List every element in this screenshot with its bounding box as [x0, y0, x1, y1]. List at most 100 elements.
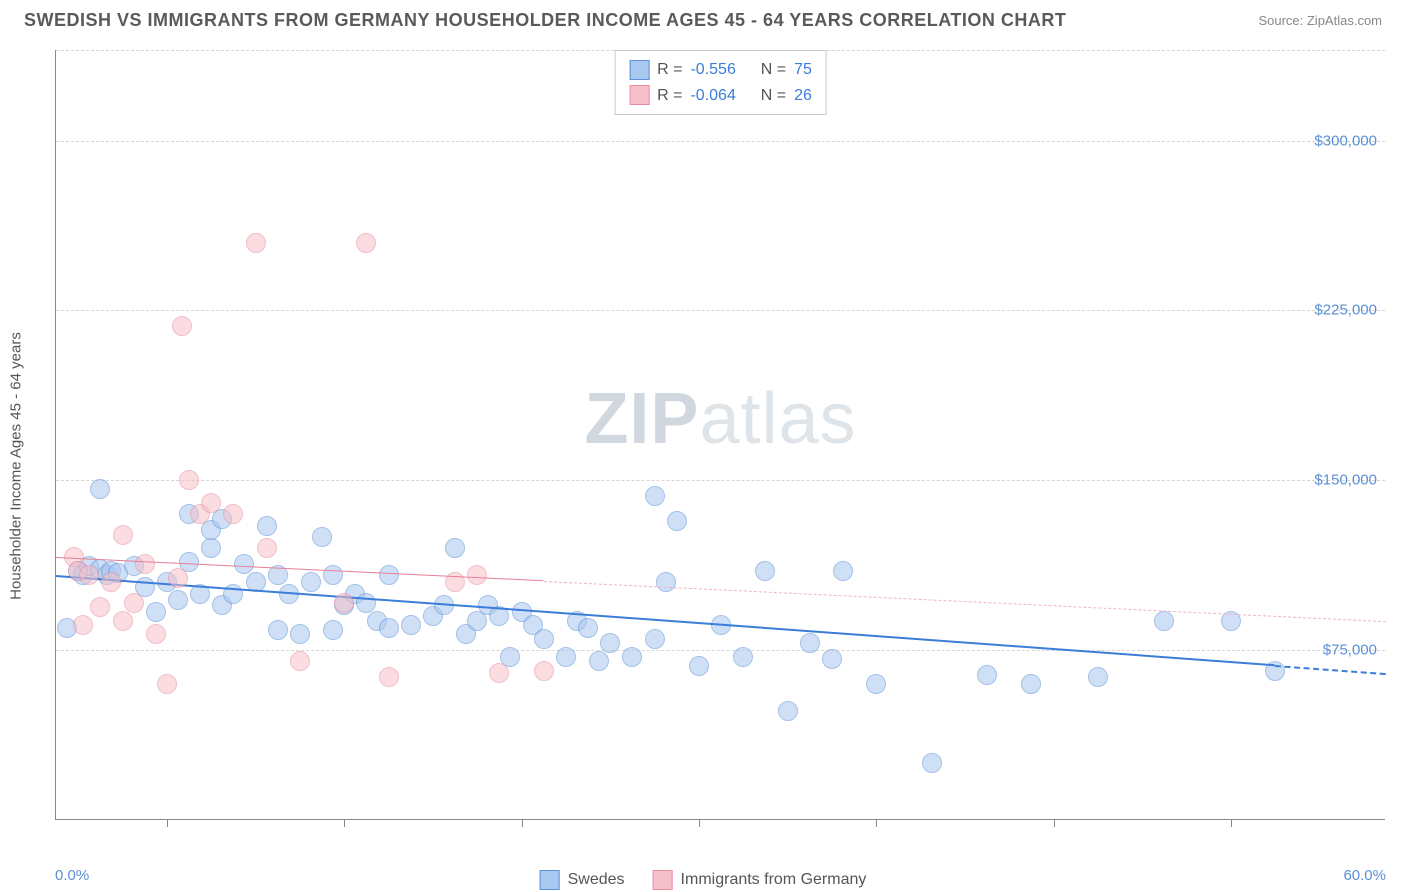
- data-point: [800, 633, 820, 653]
- data-point: [101, 572, 121, 592]
- legend-swatch: [629, 85, 649, 105]
- data-point: [79, 565, 99, 585]
- x-tick: [167, 819, 168, 827]
- data-point: [645, 486, 665, 506]
- x-tick: [522, 819, 523, 827]
- legend-r-label: R =: [657, 83, 682, 109]
- data-point: [201, 538, 221, 558]
- legend-n-label: N =: [761, 57, 786, 83]
- data-point: [401, 615, 421, 635]
- data-point: [146, 602, 166, 622]
- y-tick-label: $75,000: [1323, 642, 1377, 659]
- data-point: [201, 493, 221, 513]
- data-point: [146, 624, 166, 644]
- data-point: [113, 525, 133, 545]
- data-point: [290, 651, 310, 671]
- data-point: [534, 661, 554, 681]
- data-point: [124, 593, 144, 613]
- data-point: [179, 470, 199, 490]
- data-point: [135, 554, 155, 574]
- plot-area: ZIPatlas R = -0.556 N = 75R = -0.064 N =…: [55, 50, 1385, 820]
- y-axis-label: Householder Income Ages 45 - 64 years: [8, 332, 25, 600]
- data-point: [922, 753, 942, 773]
- gridline: [56, 480, 1385, 481]
- data-point: [667, 511, 687, 531]
- legend-r-label: R =: [657, 57, 682, 83]
- data-point: [833, 561, 853, 581]
- data-point: [257, 538, 277, 558]
- data-point: [323, 620, 343, 640]
- data-point: [113, 611, 133, 631]
- data-point: [556, 647, 576, 667]
- legend-n-value: 75: [794, 57, 812, 83]
- legend-item: Swedes: [540, 870, 625, 890]
- data-point: [733, 647, 753, 667]
- legend-swatch: [653, 870, 673, 890]
- data-point: [172, 316, 192, 336]
- data-point: [489, 663, 509, 683]
- chart-container: Householder Income Ages 45 - 64 years ZI…: [0, 40, 1406, 892]
- data-point: [1021, 674, 1041, 694]
- legend-label: Immigrants from Germany: [681, 871, 867, 889]
- source-label: Source: ZipAtlas.com: [1258, 13, 1382, 28]
- data-point: [379, 667, 399, 687]
- data-point: [822, 649, 842, 669]
- legend-n-value: 26: [794, 83, 812, 109]
- data-point: [157, 674, 177, 694]
- data-point: [257, 516, 277, 536]
- data-point: [168, 568, 188, 588]
- y-tick-label: $300,000: [1314, 132, 1377, 149]
- y-tick-label: $150,000: [1314, 472, 1377, 489]
- data-point: [90, 479, 110, 499]
- series-legend: Swedes Immigrants from Germany: [540, 870, 867, 890]
- data-point: [467, 565, 487, 585]
- data-point: [312, 527, 332, 547]
- data-point: [234, 554, 254, 574]
- trend-line: [1275, 665, 1386, 675]
- data-point: [73, 615, 93, 635]
- data-point: [246, 233, 266, 253]
- data-point: [645, 629, 665, 649]
- legend-row: R = -0.556 N = 75: [629, 57, 812, 83]
- legend-n-label: N =: [761, 83, 786, 109]
- data-point: [334, 593, 354, 613]
- data-point: [578, 618, 598, 638]
- data-point: [168, 590, 188, 610]
- data-point: [379, 565, 399, 585]
- legend-item: Immigrants from Germany: [653, 870, 867, 890]
- data-point: [90, 597, 110, 617]
- data-point: [866, 674, 886, 694]
- x-tick: [1054, 819, 1055, 827]
- data-point: [1088, 667, 1108, 687]
- data-point: [656, 572, 676, 592]
- legend-swatch: [629, 60, 649, 80]
- y-tick-label: $225,000: [1314, 302, 1377, 319]
- legend-swatch: [540, 870, 560, 890]
- data-point: [778, 701, 798, 721]
- gridline: [56, 650, 1385, 651]
- data-point: [589, 651, 609, 671]
- x-max-label: 60.0%: [1343, 867, 1386, 884]
- watermark: ZIPatlas: [584, 378, 856, 460]
- data-point: [600, 633, 620, 653]
- stats-legend: R = -0.556 N = 75R = -0.064 N = 26: [614, 50, 827, 115]
- legend-r-value: -0.556: [690, 57, 735, 83]
- data-point: [977, 665, 997, 685]
- data-point: [379, 618, 399, 638]
- data-point: [268, 620, 288, 640]
- trend-line: [544, 581, 1386, 622]
- data-point: [534, 629, 554, 649]
- x-min-label: 0.0%: [55, 867, 89, 884]
- legend-row: R = -0.064 N = 26: [629, 83, 812, 109]
- legend-label: Swedes: [568, 871, 625, 889]
- data-point: [755, 561, 775, 581]
- data-point: [323, 565, 343, 585]
- data-point: [356, 233, 376, 253]
- data-point: [223, 504, 243, 524]
- data-point: [290, 624, 310, 644]
- x-tick: [1231, 819, 1232, 827]
- data-point: [301, 572, 321, 592]
- x-tick: [876, 819, 877, 827]
- data-point: [689, 656, 709, 676]
- gridline: [56, 141, 1385, 142]
